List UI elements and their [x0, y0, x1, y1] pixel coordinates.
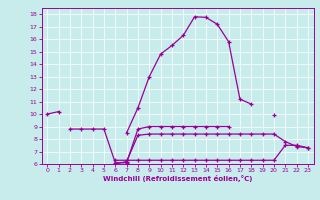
X-axis label: Windchill (Refroidissement éolien,°C): Windchill (Refroidissement éolien,°C): [103, 175, 252, 182]
